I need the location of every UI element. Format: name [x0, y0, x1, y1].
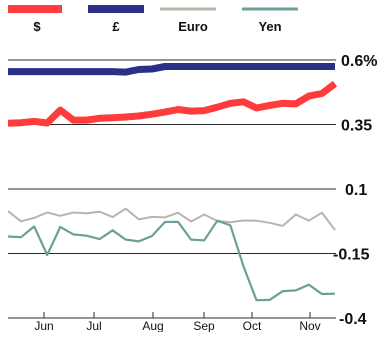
series-line-yen	[7, 219, 336, 302]
legend-label: $	[33, 19, 41, 34]
x-tick-label: Sep	[193, 319, 215, 332]
legend-label: £	[112, 19, 120, 34]
legend-label: Yen	[258, 19, 281, 34]
y-tick-label: -0.4	[339, 311, 367, 328]
x-tick-label: Oct	[243, 319, 262, 332]
y-tick-label: -0.15	[333, 247, 370, 264]
y-tick-label: 0.35	[341, 118, 372, 135]
series-line-pound	[8, 63, 335, 76]
x-tick-label: Nov	[299, 319, 320, 332]
y-tick-label: 0.1	[345, 182, 367, 199]
series-line-dollar	[7, 80, 338, 127]
y-tick-label: 0.6%	[341, 53, 377, 70]
x-tick-label: Jul	[86, 319, 101, 332]
x-tick-label: Aug	[142, 319, 163, 332]
series-line-euro	[7, 207, 336, 231]
legend-label: Euro	[178, 19, 208, 34]
x-tick-label: Jun	[34, 319, 53, 332]
